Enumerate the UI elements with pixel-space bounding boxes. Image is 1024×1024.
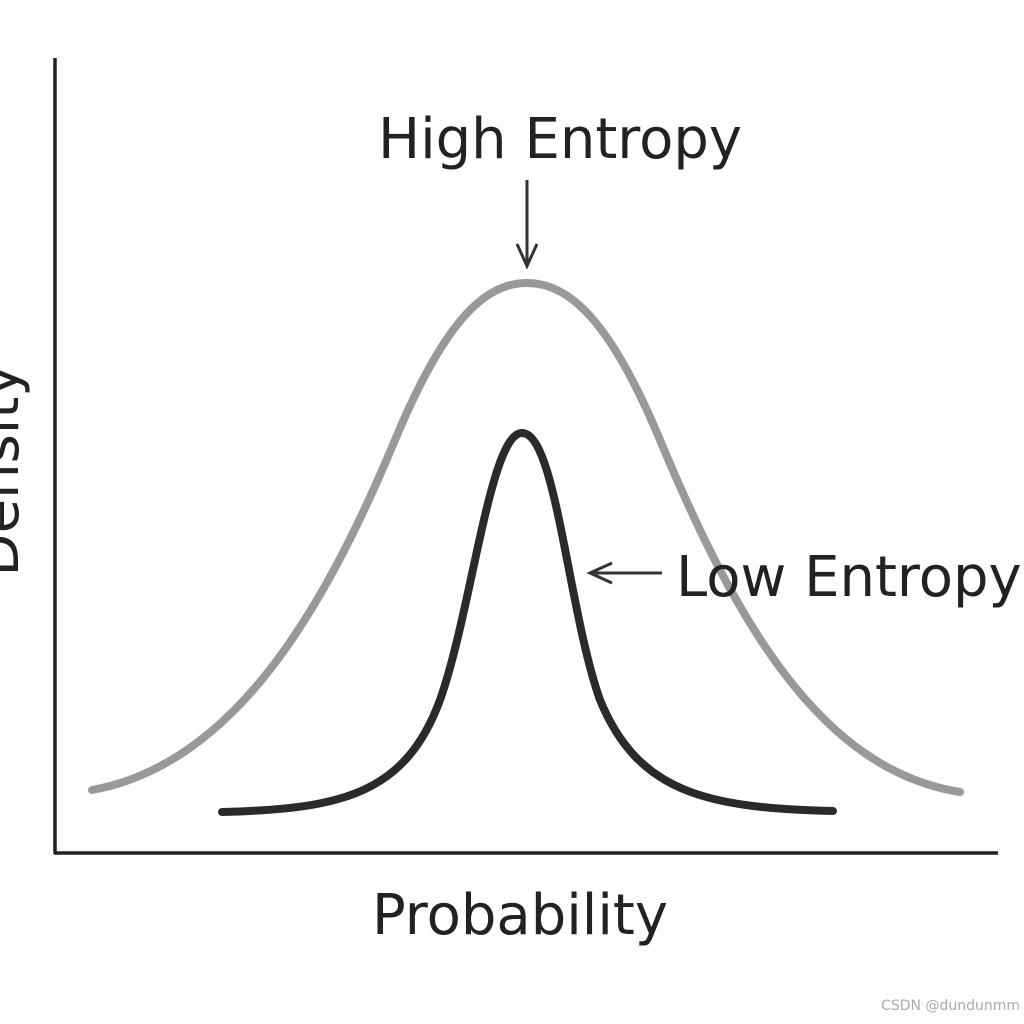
x-axis-label: Probability: [372, 883, 668, 948]
watermark: CSDN @dundunmm: [881, 998, 1020, 1014]
high-entropy-curve: [88, 278, 964, 796]
arrow-head-high: [515, 243, 539, 270]
arrow-head-low: [586, 561, 613, 585]
low-entropy-curve: [218, 428, 837, 816]
y-axis-label: Density: [0, 364, 32, 577]
low-entropy-label: Low Entropy: [676, 545, 1022, 610]
high-entropy-label: High Entropy: [378, 107, 742, 172]
